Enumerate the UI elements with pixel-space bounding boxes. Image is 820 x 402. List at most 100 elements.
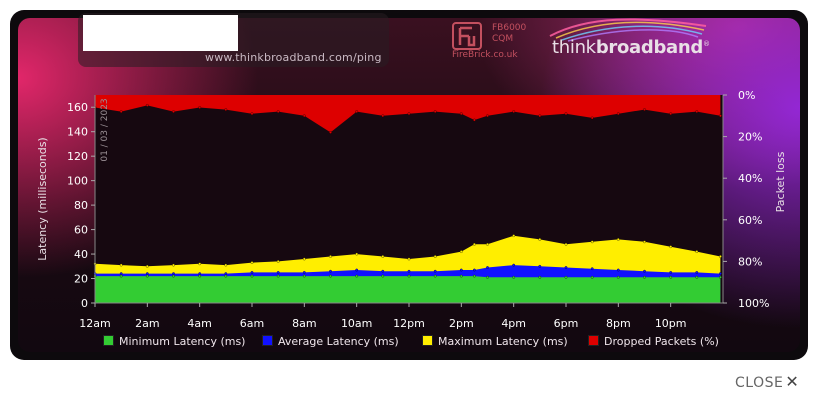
sponsor-name: FireBrick.co.uk [452,50,518,60]
max-latency-point [276,260,280,263]
y2-tick-label: 20% [738,131,762,144]
ping-url: www.thinkbroadband.com/ping [205,51,382,64]
min-latency-point [433,274,437,278]
avg-latency-point [590,267,594,271]
dropped-packets-point [355,110,359,113]
dropped-packets-point [719,114,722,118]
min-latency-point [459,274,463,278]
max-latency-point [224,263,228,267]
max-latency-point [250,261,254,264]
min-latency-point [695,275,699,279]
dropped-packets-point [172,110,175,113]
avg-latency-point [433,269,437,273]
avg-latency-point [473,268,476,272]
close-label: CLOSE [735,375,784,391]
min-latency-point [355,274,359,278]
x-tick-label: 8pm [606,317,631,330]
min-latency-point [198,274,202,278]
y2-tick-label: 40% [738,172,762,185]
x-tick-label: 6pm [554,317,579,330]
min-latency-point [329,274,332,278]
chart-legend: Minimum Latency (ms) Average Latency (ms)… [0,335,820,351]
x-tick-label: 4am [187,317,211,330]
avg-latency-point [538,264,542,268]
avg-latency-point [119,272,123,275]
sponsor-model-line2: CQM [492,34,514,44]
legend-label: Minimum Latency (ms) [119,335,246,348]
avg-latency-point [172,272,175,275]
y-tick-label: 40 [74,248,88,261]
legend-swatch [422,335,433,346]
max-latency-point [407,257,411,261]
max-latency-point [486,242,489,246]
y-tick-label: 120 [67,150,88,163]
brand-logo: thinkbroadband® [552,37,710,58]
min-latency-point [564,275,568,279]
x-tick-label: 10pm [655,317,687,330]
y-tick-label: 60 [74,224,88,237]
max-latency-point [590,240,594,244]
avg-latency-point [719,272,722,275]
min-latency-point [407,274,411,278]
dropped-packets-point [250,112,254,116]
legend-label: Dropped Packets (%) [604,335,719,348]
y-tick-label: 140 [67,126,88,139]
min-latency-point [590,275,594,279]
min-latency-point [224,274,228,278]
max-latency-point [302,257,306,261]
y2-tick-label: 80% [738,255,762,268]
x-tick-label: 12am [79,317,110,330]
dropped-packets-point [302,114,306,118]
max-latency-point [616,238,620,241]
firebrick-logo-icon [452,22,482,50]
dropped-packets-point [119,110,123,113]
max-latency-point [381,255,385,258]
dropped-packets-point [538,114,542,118]
y2-axis-label: Packet loss [774,151,787,212]
max-latency-point [355,252,359,256]
min-latency-point [473,274,476,278]
y-tick-label: 100 [67,175,88,188]
y-tick-label: 20 [74,273,88,286]
x-tick-label: 6am [240,317,264,330]
brand-bold: broadband [595,37,704,58]
redacted-box [83,15,238,51]
avg-latency-point [276,271,280,274]
y-tick-label: 80 [74,199,88,212]
dropped-packets-point [669,112,673,116]
x-tick-label: 2am [135,317,159,330]
avg-latency-point [459,268,463,272]
x-tick-label: 12pm [393,317,425,330]
dropped-packets-point [198,106,202,109]
date-label: 01 / 03 / 2023 [100,98,110,161]
min-latency-point [119,274,123,278]
legend-swatch [262,335,273,346]
avg-latency-point [695,271,699,274]
dropped-packets-point [616,112,620,116]
sponsor-model-line1: FB6000 [492,23,527,33]
max-latency-point [669,245,673,249]
min-latency-point [538,275,542,279]
y-tick-label: 160 [67,101,88,114]
legend-swatch [103,335,114,346]
legend-item: Dropped Packets (%) [588,335,719,348]
close-icon[interactable]: ✕ [785,372,800,391]
legend-label: Maximum Latency (ms) [438,335,568,348]
dropped-packets-point [407,112,411,116]
dropped-packets-point [486,114,489,118]
dropped-packets-point [590,116,594,120]
dropped-packets-point [512,110,516,113]
max-latency-point [719,255,722,258]
dropped-packets-point [433,110,437,113]
avg-latency-point [355,268,359,272]
avg-latency-point [329,269,332,273]
min-latency-point [616,275,620,279]
min-latency-point [381,274,385,278]
close-button[interactable]: CLOSE ✕ [735,372,799,391]
min-latency-point [643,275,646,279]
min-latency-point [276,274,280,278]
min-latency-point [486,275,489,279]
max-latency-point [459,250,463,253]
max-latency-point [198,262,202,266]
